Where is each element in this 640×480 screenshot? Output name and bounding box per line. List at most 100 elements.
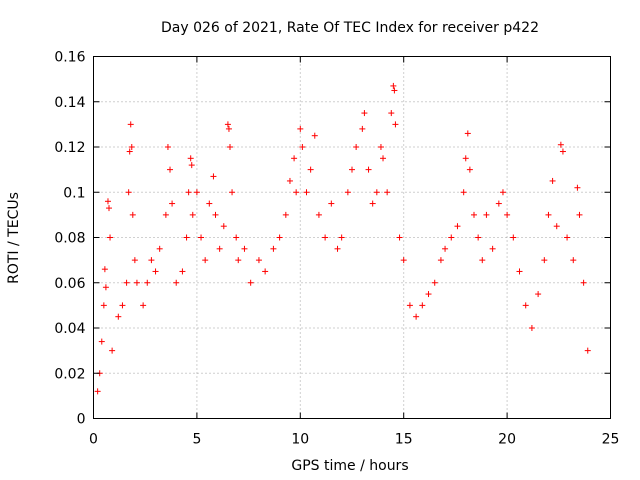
data-point (104, 198, 111, 205)
data-point (338, 234, 345, 241)
data-point (454, 223, 461, 230)
data-point (328, 200, 335, 207)
x-tick-label: 15 (395, 432, 413, 448)
x-tick-label: 0 (89, 432, 98, 448)
x-tick-label: 10 (291, 432, 309, 448)
data-point (499, 189, 506, 196)
data-point (495, 200, 502, 207)
grid-lines (93, 56, 611, 419)
data-point (100, 302, 107, 309)
data-point (169, 200, 176, 207)
data-point (128, 144, 135, 150)
data-point (210, 173, 217, 180)
y-tick-label: 0.08 (54, 231, 85, 247)
data-point (225, 125, 232, 132)
data-point (380, 155, 387, 162)
data-point (107, 234, 114, 241)
y-tick-label: 0.02 (54, 366, 85, 382)
data-point (344, 189, 351, 196)
data-point (535, 291, 542, 298)
data-point (549, 177, 556, 184)
data-point (148, 257, 155, 264)
y-tick-label: 0.04 (54, 321, 85, 337)
data-point (353, 144, 360, 150)
y-tick-label: 0.12 (54, 140, 85, 156)
data-point (559, 148, 566, 155)
data-point (437, 257, 444, 264)
data-point (226, 144, 233, 150)
data-point (125, 189, 132, 196)
data-point (126, 148, 133, 155)
data-point (349, 166, 355, 173)
data-point (129, 211, 136, 218)
data-point (127, 121, 134, 128)
data-point (400, 257, 407, 264)
data-point (293, 189, 300, 196)
data-point (483, 211, 490, 218)
data-point (522, 302, 529, 309)
data-point (510, 234, 517, 241)
y-tick-label: 0.14 (54, 95, 85, 111)
data-point (98, 338, 105, 345)
data-point (504, 211, 511, 218)
data-point (164, 144, 171, 150)
data-point (564, 234, 571, 241)
data-point (152, 268, 159, 275)
data-point (471, 211, 478, 218)
data-point (392, 121, 399, 128)
data-point (270, 245, 277, 252)
data-point (162, 211, 169, 218)
data-point (291, 155, 298, 162)
data-point (220, 223, 227, 230)
data-point (377, 144, 384, 150)
data-point (307, 166, 314, 173)
data-points (94, 82, 591, 395)
data-point (373, 189, 380, 196)
data-point (188, 162, 195, 169)
data-point (216, 245, 223, 252)
data-point (185, 189, 192, 196)
data-point (156, 245, 163, 252)
data-point (212, 211, 219, 218)
axis-ticks (93, 56, 611, 419)
data-point (466, 166, 473, 173)
data-point (233, 234, 240, 241)
data-point (303, 189, 310, 196)
data-point (462, 155, 469, 162)
data-point (390, 82, 397, 89)
data-point (133, 279, 140, 286)
data-point (361, 110, 368, 117)
data-point (419, 302, 426, 309)
data-point (516, 268, 523, 275)
data-point (553, 223, 560, 230)
data-point (570, 257, 577, 264)
data-point (123, 279, 130, 286)
data-point (101, 266, 108, 273)
y-tick-label: 0.16 (54, 50, 85, 66)
data-point (173, 279, 180, 286)
data-point (464, 130, 471, 137)
data-point (299, 144, 306, 150)
data-point (489, 245, 496, 252)
data-point (109, 347, 116, 354)
plot-frame (93, 56, 611, 419)
data-point (576, 211, 583, 218)
data-point (167, 166, 174, 173)
data-point (584, 347, 591, 354)
x-tick-label: 20 (498, 432, 516, 448)
data-point (365, 166, 372, 173)
y-tick-label: 0 (77, 412, 86, 428)
data-point (115, 313, 122, 320)
data-point (282, 211, 289, 218)
data-point (183, 234, 190, 241)
data-point (557, 141, 564, 148)
x-tick-label: 5 (192, 432, 201, 448)
data-point (396, 234, 403, 241)
data-point (255, 257, 262, 264)
data-point (262, 268, 269, 275)
data-point (193, 189, 200, 196)
data-point (388, 110, 395, 117)
data-point (144, 279, 151, 286)
data-point (448, 234, 455, 241)
data-point (359, 125, 366, 132)
